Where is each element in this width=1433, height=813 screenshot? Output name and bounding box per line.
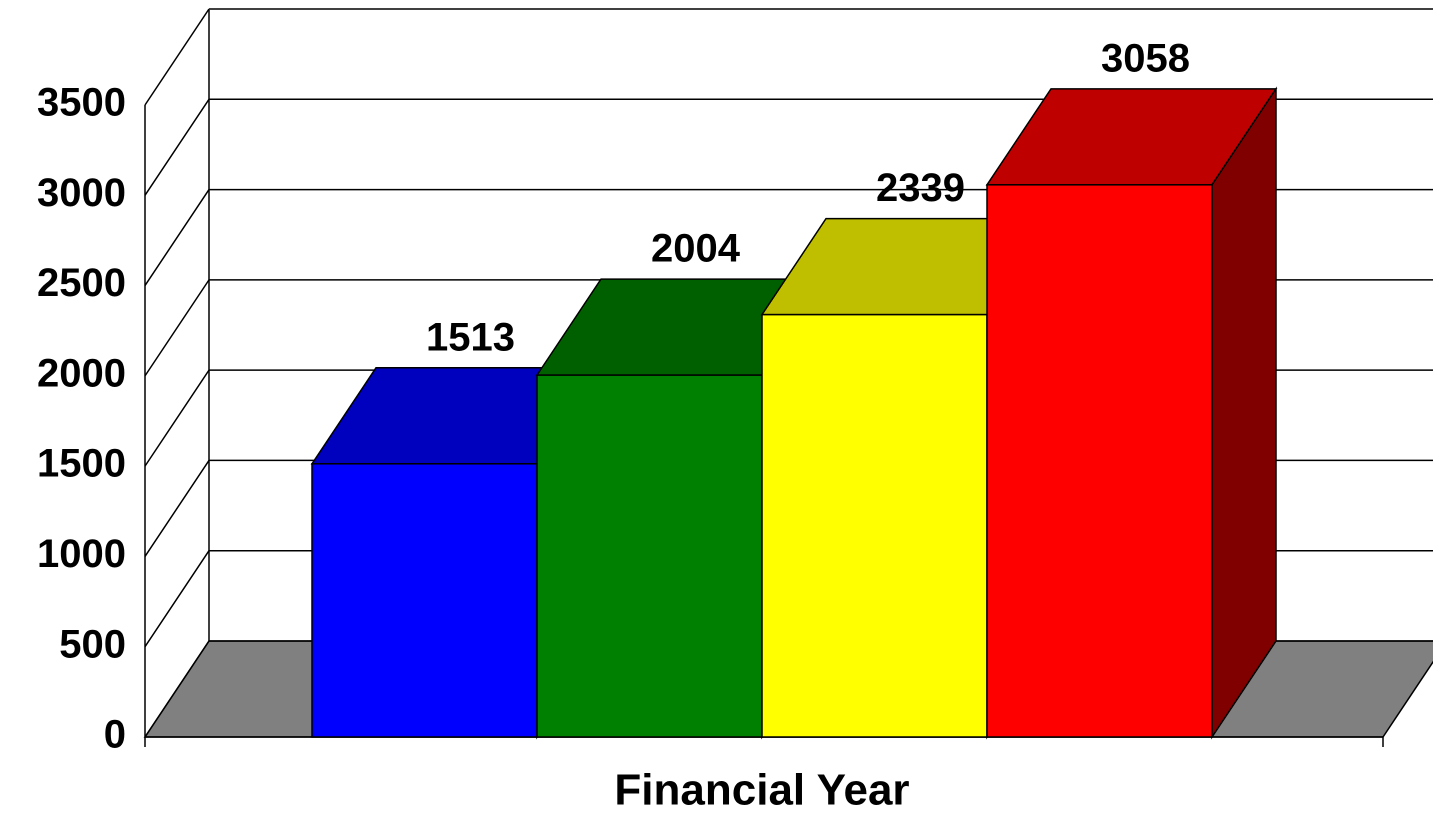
- x-axis-label: Financial Year: [614, 766, 909, 813]
- data-label: 1513: [426, 315, 515, 359]
- data-label: 2339: [876, 166, 965, 210]
- y-tick-label: 3500: [37, 81, 126, 125]
- data-label: 3058: [1101, 36, 1190, 80]
- tick-diagonal: [144, 460, 210, 557]
- tick-diagonal: [144, 550, 210, 648]
- tick-diagonal: [144, 640, 210, 738]
- bar: [986, 184, 1213, 738]
- y-tick-label: 1500: [37, 442, 126, 486]
- y-tick-label: 0: [104, 713, 126, 757]
- y-tick-label: 2500: [37, 261, 126, 305]
- tick-diagonal: [144, 189, 210, 286]
- tick-diagonal: [144, 98, 210, 196]
- bar: [311, 463, 538, 738]
- tick-diagonal: [144, 8, 210, 106]
- y-tick-label: 1000: [37, 532, 126, 576]
- bar: [536, 374, 763, 738]
- y-tick-label: 2000: [37, 351, 126, 395]
- bar: [761, 313, 988, 738]
- tick-diagonal: [144, 279, 210, 377]
- data-label: 2004: [651, 227, 741, 271]
- tick-diagonal: [144, 369, 210, 467]
- y-tick-label: 3000: [37, 171, 126, 215]
- bar-side: [1211, 86, 1277, 740]
- y-tick-label: 500: [59, 622, 126, 666]
